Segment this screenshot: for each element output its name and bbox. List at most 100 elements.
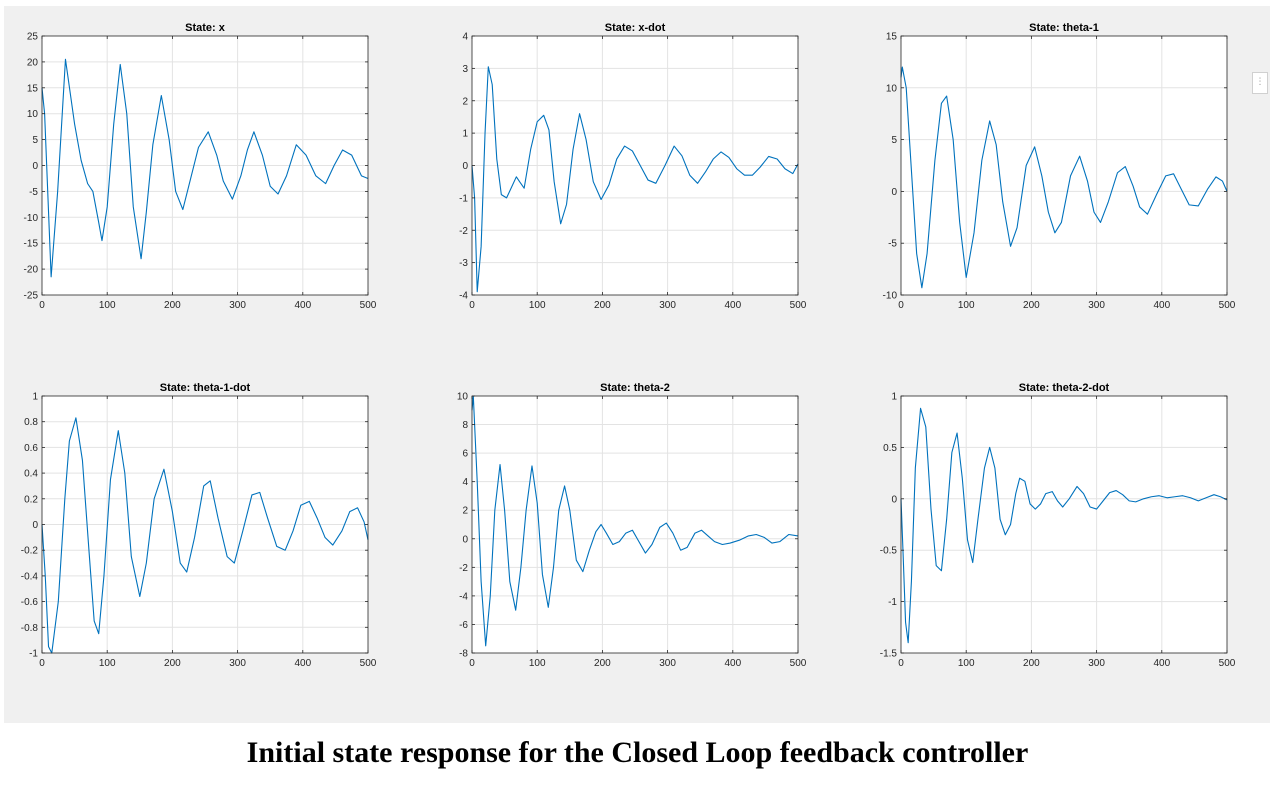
x-tick-label: 200 [1023,300,1040,311]
subplot-5: 0 100 200 300 400 500 -8 -6 -4 -2 0 2 4 6 8 10 State: th… [457,382,807,669]
x-tick-label: 500 [790,658,807,669]
x-tick-label: 100 [99,658,116,669]
y-tick-label: 4 [462,32,468,43]
x-tick-label: 0 [469,658,475,669]
y-tick-label: 15 [886,32,898,43]
y-tick-label: -10 [24,213,39,224]
y-tick-label: 3 [462,64,468,75]
x-tick-label: 0 [898,658,904,669]
axes-frame [900,35,1228,296]
y-tick-label: 15 [27,83,39,94]
y-tick-label: -5 [29,187,38,198]
series-line-1 [41,417,369,654]
y-tick-label: 10 [27,109,39,120]
y-tick-label: -0.4 [21,571,39,582]
x-tick-label: 500 [360,658,377,669]
y-tick-label: -6 [459,620,468,631]
subplot-title: State: theta-2 [600,382,670,394]
y-tick-label: -0.2 [21,546,39,557]
x-tick-label: 300 [1088,658,1105,669]
y-tick-label: -25 [24,291,39,302]
y-tick-label: 2 [462,506,468,517]
x-tick-label: 200 [594,658,611,669]
x-tick-label: 200 [164,658,181,669]
y-tick-label: -10 [883,291,898,302]
x-tick-label: 400 [724,658,741,669]
y-tick-label: 0 [32,161,38,172]
x-tick-label: 300 [659,300,676,311]
y-tick-label: -15 [24,239,39,250]
y-tick-label: -0.6 [21,597,39,608]
subplot-3: 0 100 200 300 400 500 -10 -5 0 5 10 15 State: theta-… [883,22,1236,311]
y-tick-label: -1 [459,193,468,204]
x-tick-label: 500 [1219,300,1236,311]
axes-frame [471,395,799,654]
y-tick-label: -8 [459,649,468,660]
y-tick-label: 0.4 [24,469,38,480]
axes-background [901,396,1227,653]
x-tick-label: 100 [958,300,975,311]
y-tick-label: -0.5 [880,546,898,557]
y-tick-label: -0.8 [21,623,39,634]
dots-vertical-icon[interactable]: ⋮ [1252,72,1268,94]
y-tick-label: 4 [462,477,468,488]
axes-background [472,396,798,653]
y-tick-label: -4 [459,591,468,602]
x-tick-label: 100 [529,658,546,669]
x-tick-label: 400 [294,300,311,311]
y-tick-label: 2 [462,96,468,107]
y-tick-label: 0 [462,534,468,545]
figure-caption: Initial state response for the Closed Lo… [246,736,1029,769]
y-tick-label: -5 [888,239,897,250]
x-tick-label: 500 [1219,658,1236,669]
series-line-1 [471,395,799,647]
subplot-6: 0 100 200 300 400 500 -1.5 -1 -0.5 0 0.5 1 State: th… [880,382,1236,669]
plots-canvas: 0 100 200 300 400 500-25-20-15-10-50510152025… [21,22,1236,669]
series-line-1 [41,58,369,278]
x-tick-label: 300 [229,658,246,669]
x-tick-label: 200 [1023,658,1040,669]
y-tick-label: -1 [888,597,897,608]
figure-window: 0 100 200 300 400 500 -25 -20 -15 -10 -5 0 5 10 15 20 25… [4,6,1270,723]
y-tick-label: 1 [462,129,468,140]
x-tick-label: 500 [790,300,807,311]
subplot-title: State: x-dot [605,22,666,34]
x-tick-label: 400 [1153,300,1170,311]
x-tick-label: 200 [164,300,181,311]
y-tick-label: 0 [891,187,897,198]
x-tick-label: 100 [958,658,975,669]
y-tick-label: 0 [891,494,897,505]
subplot-title: State: x [185,22,226,34]
subplot-title: State: theta-1 [1029,22,1099,34]
subplot-2: 0 100 200 300 400 500 -4 -3 -2 -1 0 1 2 3 4 State: x-do… [459,22,807,311]
y-tick-label: 20 [27,57,39,68]
x-tick-label: 400 [1153,658,1170,669]
y-tick-label: -20 [24,265,39,276]
y-tick-label: -3 [459,258,468,269]
axes-background [901,36,1227,295]
y-tick-label: -1.5 [880,649,898,660]
y-tick-label: 1 [32,392,38,403]
y-tick-label: 0.2 [24,494,38,505]
y-tick-label: -1 [29,649,38,660]
x-tick-label: 300 [229,300,246,311]
x-tick-label: 500 [360,300,377,311]
subplot-1: 0 100 200 300 400 500 -25 -20 -15 -10 -5 0 5 10 15 20 25… [24,22,377,311]
x-tick-label: 0 [898,300,904,311]
x-tick-label: 400 [294,658,311,669]
y-tick-label: -4 [459,291,468,302]
y-tick-label: 1 [891,392,897,403]
y-tick-label: 10 [886,83,898,94]
subplot-4: 0 100 200 300 400 500 -1 -0.8 -0.6 -0.4 -0.2 0 0.2 0.… [21,382,377,669]
x-tick-label: 0 [39,300,45,311]
y-tick-label: 0.6 [24,443,38,454]
y-tick-label: 5 [891,135,897,146]
y-tick-label: 5 [32,135,38,146]
y-tick-label: 25 [27,32,39,43]
subplot-title: State: theta-1-dot [160,382,251,394]
x-tick-label: 300 [659,658,676,669]
y-tick-label: -2 [459,563,468,574]
y-tick-label: 0 [462,161,468,172]
series-line-1 [900,407,1228,644]
x-tick-label: 0 [469,300,475,311]
